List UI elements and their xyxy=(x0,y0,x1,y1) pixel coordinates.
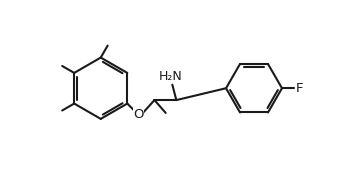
Text: F: F xyxy=(296,82,303,95)
Text: O: O xyxy=(133,108,144,121)
Text: H₂N: H₂N xyxy=(159,70,183,83)
